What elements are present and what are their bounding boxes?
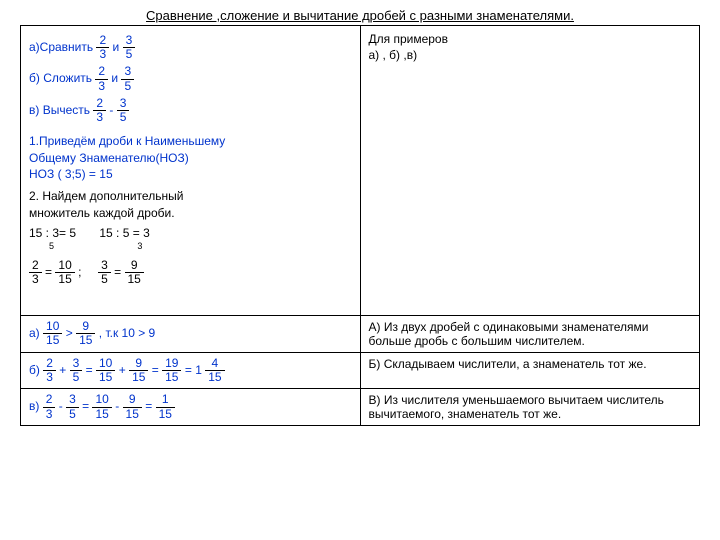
- rb-f1d: 3: [43, 371, 56, 384]
- rtop-l2: а) , б) ,в): [369, 48, 692, 62]
- b-f1d: 3: [95, 80, 108, 93]
- cf1a-d: 3: [29, 273, 42, 286]
- b-f1n: 2: [95, 65, 108, 79]
- b-f2n: 3: [121, 65, 134, 79]
- cfeq1: =: [45, 265, 52, 279]
- b-label: б) Сложить: [29, 71, 92, 85]
- cf2b-n: 9: [125, 259, 144, 273]
- v-f2n: 3: [117, 97, 130, 111]
- rc-f4n: 9: [123, 393, 142, 407]
- right-top: Для примеров а) , б) ,в): [360, 26, 700, 316]
- b-f2d: 5: [121, 80, 134, 93]
- ra-gt: >: [66, 326, 73, 340]
- a-label: а)Сравнить: [29, 40, 93, 54]
- rtop-l1: Для примеров: [369, 32, 692, 46]
- step1-l2: Общему Знаменателю(НОЗ): [29, 151, 352, 165]
- rc-minus: -: [59, 399, 63, 413]
- step2-l2: множитель каждой дроби.: [29, 206, 352, 220]
- ra-f2d: 15: [76, 334, 95, 347]
- ra-tk: , т.к 10 > 9: [99, 326, 155, 340]
- main-table: а)Сравнить 23 и 35 б) Сложить 23 и 35 в)…: [20, 25, 700, 426]
- cfeq2: =: [114, 265, 121, 279]
- rb-f5d: 15: [162, 371, 181, 384]
- rb-f3n: 10: [96, 357, 115, 371]
- rc-f2d: 5: [66, 408, 79, 421]
- rb-f4n: 9: [129, 357, 148, 371]
- rc-f1d: 3: [43, 408, 56, 421]
- rc-eq1: =: [82, 399, 89, 413]
- v-f1n: 2: [93, 97, 106, 111]
- rb-eq2: =: [152, 363, 159, 377]
- rc-f3d: 15: [92, 408, 111, 421]
- a-f1n: 2: [96, 34, 109, 48]
- rc-minus2: -: [115, 399, 119, 413]
- rb-plus: +: [59, 363, 66, 377]
- cf1a-n: 2: [29, 259, 42, 273]
- rc-f1n: 2: [43, 393, 56, 407]
- step1-l3: НОЗ ( 3;5) = 15: [29, 167, 352, 181]
- a-f2d: 5: [123, 48, 136, 61]
- a-f1d: 3: [96, 48, 109, 61]
- a-and: и: [113, 40, 120, 54]
- left-b: б) 23 + 35 = 1015 + 915 = 1915 = 1 415: [21, 353, 361, 389]
- sup1: 5: [49, 241, 54, 251]
- rc-f5d: 15: [156, 408, 175, 421]
- cf2a-n: 3: [98, 259, 111, 273]
- cf1b-n: 10: [55, 259, 74, 273]
- rb-f6n: 4: [205, 357, 224, 371]
- div-line: 15 : 3= 5 15 : 5 = 3: [29, 226, 352, 240]
- right-a: А) Из двух дробей с одинаковыми знаменат…: [360, 316, 700, 353]
- rb-f3d: 15: [96, 371, 115, 384]
- cf1b-d: 15: [55, 273, 74, 286]
- v-f1d: 3: [93, 111, 106, 124]
- left-c: в) 23 - 35 = 1015 - 915 = 115: [21, 389, 361, 426]
- rb-plus2: +: [119, 363, 126, 377]
- rc-f5n: 1: [156, 393, 175, 407]
- rb-eq3: =: [185, 363, 192, 377]
- rc-eq2: =: [145, 399, 152, 413]
- ra-f1n: 10: [43, 320, 62, 334]
- ra-lbl: а): [29, 326, 40, 340]
- rb-f6d: 15: [205, 371, 224, 384]
- right-c: В) Из числителя уменьшаемого вычитаем чи…: [360, 389, 700, 426]
- ra-f1d: 15: [43, 334, 62, 347]
- left-main: а)Сравнить 23 и 35 б) Сложить 23 и 35 в)…: [21, 26, 361, 316]
- step2-l1: 2. Найдем дополнительный: [29, 189, 352, 203]
- cf2b-d: 15: [125, 273, 144, 286]
- rb-f2n: 3: [70, 357, 83, 371]
- rc-f2n: 3: [66, 393, 79, 407]
- right-b: Б) Складываем числители, а знаменатель т…: [360, 353, 700, 389]
- rc-f4d: 15: [123, 408, 142, 421]
- rb-f5n: 19: [162, 357, 181, 371]
- ra-f2n: 9: [76, 320, 95, 334]
- rb-eq1: =: [86, 363, 93, 377]
- rc-lbl: в): [29, 399, 39, 413]
- rb-f4d: 15: [129, 371, 148, 384]
- v-label: в) Вычесть: [29, 103, 90, 117]
- step1-l1: 1.Приведём дроби к Наименьшему: [29, 134, 352, 148]
- rb-lbl: б): [29, 363, 40, 377]
- page-title: Сравнение ,сложение и вычитание дробей с…: [20, 8, 700, 23]
- cf2a-d: 5: [98, 273, 111, 286]
- a-f2n: 3: [123, 34, 136, 48]
- rb-whole: 1: [195, 363, 202, 377]
- left-a: а) 1015 > 915 , т.к 10 > 9: [21, 316, 361, 353]
- rb-f1n: 2: [43, 357, 56, 371]
- v-minus: -: [109, 103, 113, 117]
- v-f2d: 5: [117, 111, 130, 124]
- b-and: и: [111, 71, 118, 85]
- sup2: 3: [137, 241, 142, 251]
- rc-f3n: 10: [92, 393, 111, 407]
- cfsep: ;: [78, 265, 81, 279]
- rb-f2d: 5: [70, 371, 83, 384]
